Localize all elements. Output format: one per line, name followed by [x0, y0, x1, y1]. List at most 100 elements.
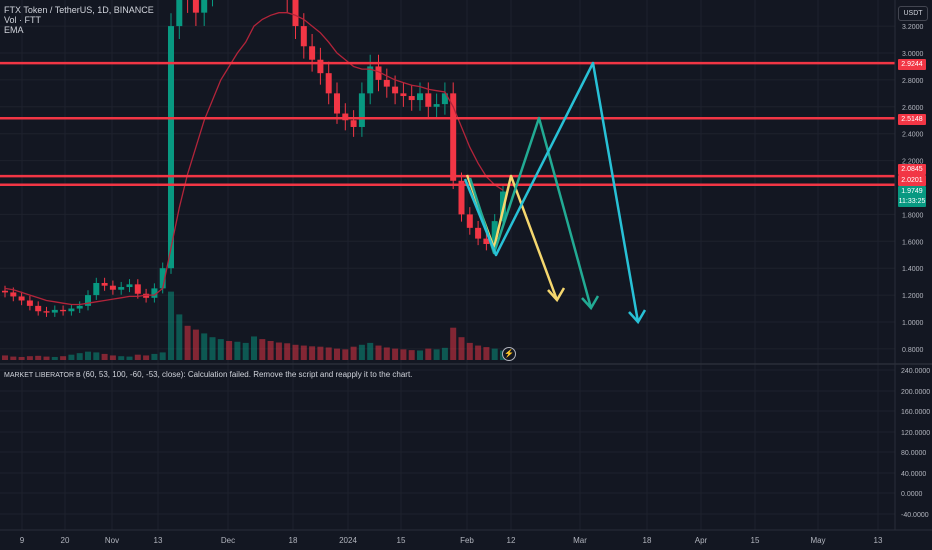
- volume-bar: [475, 345, 482, 360]
- indicator-name[interactable]: MARKET LIBERATOR B: [4, 372, 81, 379]
- candle: [300, 26, 307, 47]
- candle: [43, 311, 50, 313]
- indicator-tick-label: -40.0000: [901, 512, 929, 519]
- indicator-status: MARKET LIBERATOR B (60, 53, 100, -60, -5…: [4, 370, 412, 379]
- volume-bar: [267, 341, 274, 360]
- time-tick-label: 12: [507, 536, 516, 545]
- volume-bar: [10, 356, 17, 360]
- volume-bar: [491, 348, 498, 360]
- volume-bar: [126, 356, 133, 360]
- volume-bar: [317, 346, 324, 360]
- volume-bar: [325, 347, 332, 360]
- candle: [309, 46, 316, 60]
- volume-bar: [85, 351, 91, 360]
- candle: [85, 295, 91, 306]
- time-tick-label: May: [810, 536, 825, 545]
- volume-bar: [76, 353, 83, 360]
- time-tick-label: Mar: [573, 536, 587, 545]
- volume-legend[interactable]: Vol · FTT: [4, 15, 42, 25]
- price-tick-label: 1.4000: [902, 266, 924, 273]
- volume-bar: [201, 333, 208, 360]
- time-tick-label: 15: [397, 536, 406, 545]
- candle: [408, 96, 415, 101]
- horizontal-levels[interactable]: [0, 61, 895, 187]
- price-label-2-0201: 2.0201: [898, 175, 926, 186]
- candle: [35, 305, 42, 312]
- volume-bar: [334, 348, 340, 360]
- volume-bar: [483, 347, 490, 360]
- symbol-title[interactable]: FTX Token / TetherUS, 1D, BINANCE: [4, 5, 154, 15]
- indicator-axis[interactable]: 240.0000 200.0000 160.0000 120.0000 80.0000 4…: [901, 368, 930, 519]
- candle: [101, 282, 108, 286]
- candle: [475, 227, 482, 239]
- candle: [450, 93, 457, 181]
- candle: [491, 221, 498, 244]
- volume-bars: [2, 291, 506, 360]
- volume-bar: [309, 346, 316, 360]
- price-tick-label: 1.2000: [902, 293, 924, 300]
- volume-bar: [35, 355, 42, 360]
- time-tick-label: 13: [154, 536, 163, 545]
- indicator-tick-label: 80.0000: [901, 450, 926, 457]
- candle: [26, 300, 33, 306]
- volume-bar: [342, 349, 349, 360]
- volume-bar: [425, 348, 432, 360]
- volume-bar: [242, 342, 249, 360]
- candle: [93, 282, 100, 296]
- candle: [375, 66, 382, 80]
- volume-bar: [358, 344, 365, 360]
- price-tick-label: 1.0000: [902, 320, 924, 327]
- volume-bar: [176, 314, 183, 360]
- volume-bar: [118, 356, 125, 360]
- volume-bar: [93, 352, 100, 360]
- chart-legend: FTX Token / TetherUS, 1D, BINANCE Vol · …: [4, 5, 154, 35]
- volume-bar: [51, 356, 58, 360]
- volume-bar: [234, 341, 241, 360]
- time-axis[interactable]: 9 20 Nov 13 Dec 18 2024 15 Feb 12 Mar 18 Apr 15 May 13: [20, 536, 883, 545]
- candle: [68, 308, 75, 312]
- volume-bar: [43, 356, 50, 360]
- currency-button[interactable]: USDT: [898, 6, 928, 21]
- time-tick-label: 20: [61, 536, 70, 545]
- candle: [317, 59, 324, 74]
- volume-bar: [275, 342, 282, 360]
- candle: [367, 66, 374, 94]
- projection-drawings[interactable]: [463, 61, 647, 325]
- candle: [109, 285, 116, 290]
- candle: [10, 292, 17, 297]
- candle: [441, 93, 448, 105]
- volume-bar: [159, 352, 166, 360]
- volume-bar: [26, 356, 33, 360]
- candle: [383, 79, 390, 87]
- volume-bar: [408, 350, 415, 360]
- candle: [392, 86, 399, 94]
- ema-line: [4, 12, 504, 306]
- volume-bar: [433, 349, 440, 360]
- bar-countdown-label: 11:33:25: [898, 196, 926, 207]
- price-tick-label: 2.4000: [902, 132, 924, 139]
- time-tick-label: Dec: [221, 536, 235, 545]
- candle: [143, 293, 150, 298]
- price-tick-label: 0.8000: [902, 347, 924, 354]
- volume-bar: [292, 344, 299, 360]
- grid: [0, 0, 895, 530]
- candle: [18, 296, 25, 301]
- candle: [433, 104, 440, 107]
- volume-bar: [168, 291, 174, 360]
- candle: [201, 0, 208, 13]
- candle: [126, 284, 133, 288]
- time-tick-label: 18: [289, 536, 298, 545]
- indicator-tick-label: 240.0000: [901, 368, 930, 375]
- time-tick-label: 9: [20, 536, 25, 545]
- candle: [425, 93, 432, 107]
- volume-bar: [450, 327, 457, 360]
- price-tick-label: 3.2000: [902, 24, 924, 31]
- time-tick-label: Nov: [105, 536, 119, 545]
- lightning-icon[interactable]: ⚡: [502, 347, 516, 361]
- candle: [342, 113, 349, 121]
- candle: [350, 120, 357, 127]
- ema-legend[interactable]: EMA: [4, 25, 24, 35]
- price-axis[interactable]: 3.2000 3.0000 2.8000 2.6000 2.4000 2.2000 1.80…: [902, 24, 924, 354]
- projection-arrowhead-teal: [581, 295, 600, 311]
